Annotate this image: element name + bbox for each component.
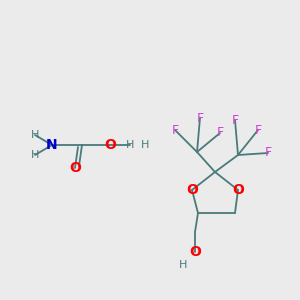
Text: F: F — [171, 124, 178, 136]
Text: O: O — [186, 183, 198, 197]
Text: H: H — [141, 140, 149, 150]
Text: N: N — [46, 138, 58, 152]
Text: O: O — [189, 245, 201, 259]
Text: H: H — [31, 130, 39, 140]
Text: O: O — [69, 161, 81, 175]
Text: F: F — [231, 113, 239, 127]
Text: F: F — [254, 124, 262, 136]
Text: H: H — [126, 140, 134, 150]
Text: F: F — [216, 127, 224, 140]
Text: H: H — [179, 260, 187, 270]
Text: F: F — [196, 112, 204, 124]
Text: F: F — [264, 146, 272, 160]
Text: O: O — [232, 183, 244, 197]
Text: O: O — [104, 138, 116, 152]
Text: H: H — [31, 150, 39, 160]
